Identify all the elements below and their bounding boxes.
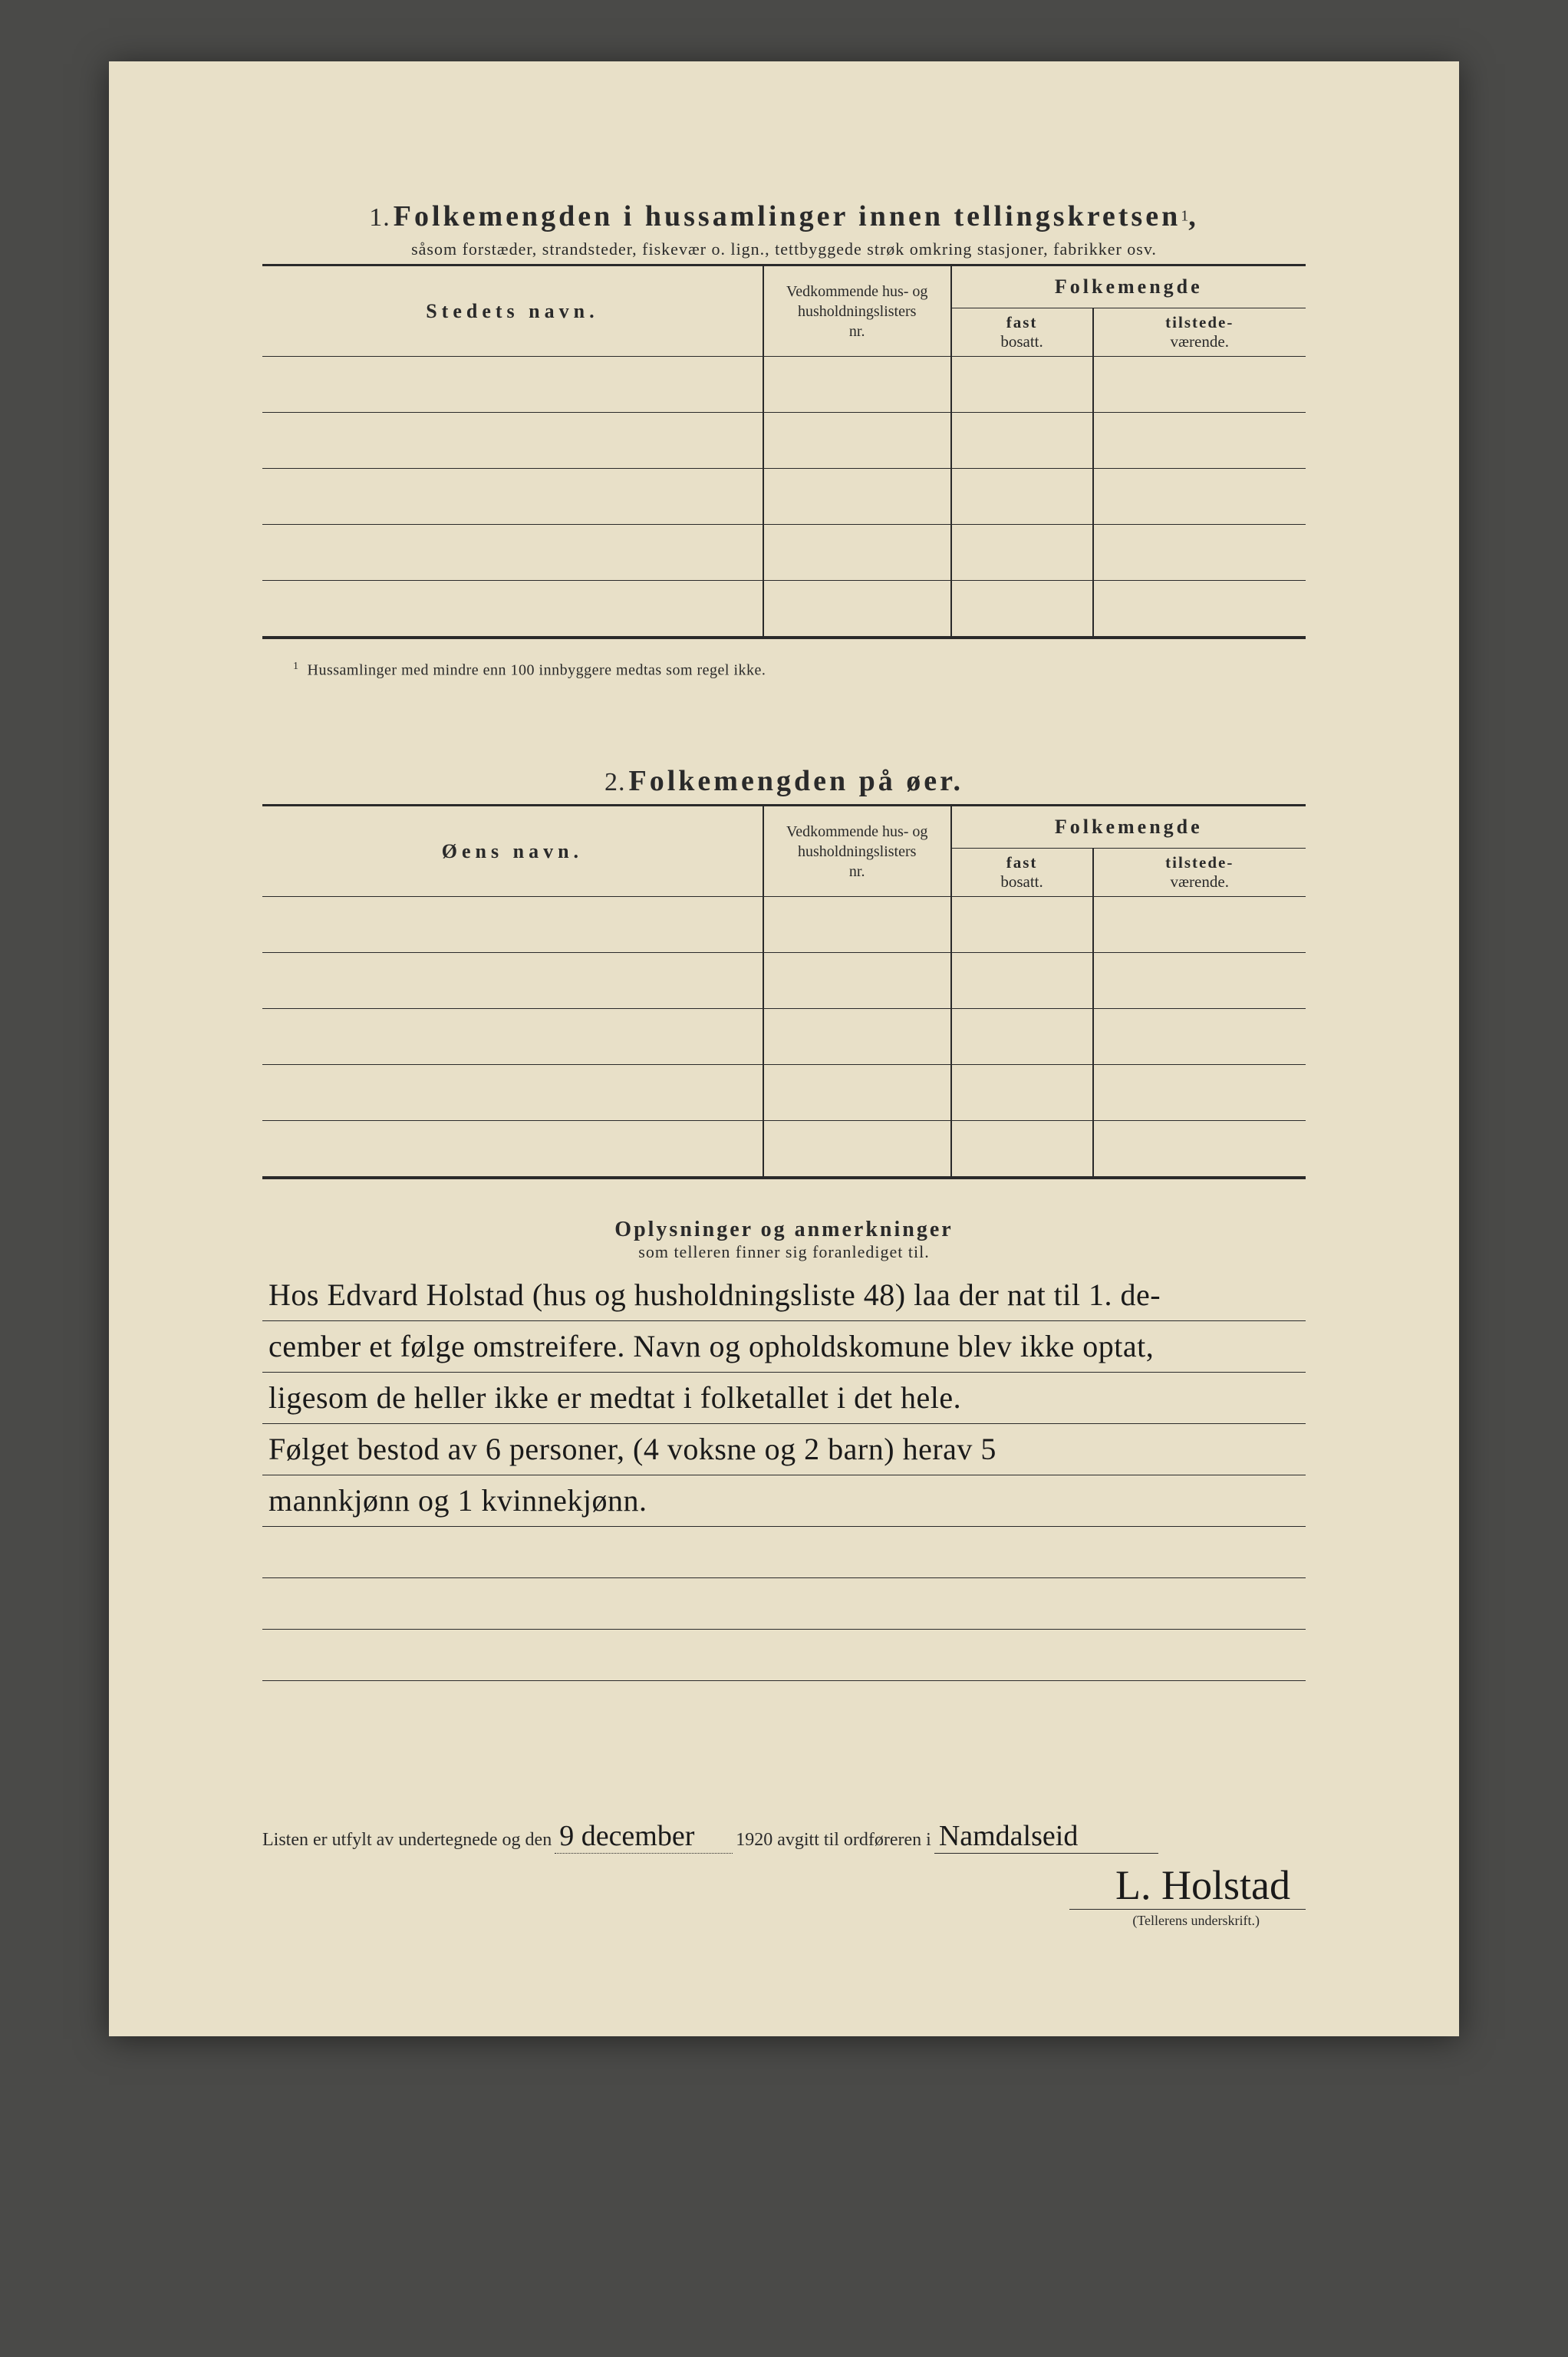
notes-line: cember et følge omstreifere. Navn og oph… xyxy=(262,1321,1306,1373)
notes-line: Følget bestod av 6 personer, (4 voksne o… xyxy=(262,1424,1306,1475)
section1-footnote: 1 Hussamlinger med mindre enn 100 innbyg… xyxy=(293,661,1306,680)
section2-heading: Folkemengden på øer. xyxy=(629,765,964,797)
footer: Listen er utfylt av undertegnede og den … xyxy=(262,1819,1306,1929)
table-row xyxy=(262,1121,1306,1177)
col-fast-bosatt2: fast bosatt. xyxy=(951,849,1093,897)
table-row xyxy=(262,897,1306,953)
handwritten-text: mannkjønn og 1 kvinnekjønn. xyxy=(262,1475,1306,1526)
handwritten-date: 9 december xyxy=(559,1820,694,1852)
table-row xyxy=(262,357,1306,413)
date-fill: 9 december xyxy=(555,1819,733,1854)
table-row xyxy=(262,413,1306,469)
handwritten-place: Namdalseid xyxy=(939,1820,1079,1852)
col-husholdning: Vedkommende hus- og husholdningslisters … xyxy=(763,266,951,357)
notes-area: Hos Edvard Holstad (hus og husholdningsl… xyxy=(262,1270,1306,1681)
section1-subtitle: såsom forstæder, strandsteder, fiskevær … xyxy=(262,239,1306,259)
signature-label: (Tellerens underskrift.) xyxy=(262,1913,1306,1929)
section1-number: 1. xyxy=(369,203,390,232)
signature: L. Holstad xyxy=(1069,1861,1306,1910)
place-fill: Namdalseid xyxy=(934,1819,1158,1854)
census-form-page: 1. Folkemengden i hussamlinger innen tel… xyxy=(109,61,1459,2036)
section2-table: Øens navn. Vedkommende hus- og husholdni… xyxy=(262,806,1306,1177)
section2-rule-bottom xyxy=(262,1177,1306,1179)
handwritten-text: ligesom de heller ikke er medtat i folke… xyxy=(262,1373,1306,1423)
signature-block: L. Holstad xyxy=(262,1861,1306,1910)
notes-title: Oplysninger og anmerkninger xyxy=(262,1218,1306,1242)
section1-title: 1. Folkemengden i hussamlinger innen tel… xyxy=(262,199,1306,233)
col-tilstede: tilstede- værende. xyxy=(1093,308,1306,357)
handwritten-text: Hos Edvard Holstad (hus og husholdningsl… xyxy=(262,1270,1306,1320)
col-folkemengde: Folkemengde xyxy=(951,266,1306,308)
footer-mid: avgitt til ordføreren i xyxy=(777,1830,931,1851)
footer-pre: Listen er utfylt av undertegnede og den xyxy=(262,1830,552,1851)
section2-number: 2. xyxy=(604,768,626,796)
section1-heading: Folkemengden i hussamlinger innen tellin… xyxy=(394,200,1181,232)
section1-rule-bottom xyxy=(262,637,1306,639)
col-fast-bosatt: fast bosatt. xyxy=(951,308,1093,357)
notes-subtitle: som telleren finner sig foranlediget til… xyxy=(262,1242,1306,1262)
col-oens-navn: Øens navn. xyxy=(262,806,763,897)
table-row xyxy=(262,1009,1306,1065)
table-row xyxy=(262,581,1306,637)
table-row xyxy=(262,469,1306,525)
table-row xyxy=(262,1065,1306,1121)
notes-line: mannkjønn og 1 kvinnekjønn. xyxy=(262,1475,1306,1527)
table-row xyxy=(262,953,1306,1009)
notes-line xyxy=(262,1578,1306,1630)
col-stedets-navn: Stedets navn. xyxy=(262,266,763,357)
notes-line: ligesom de heller ikke er medtat i folke… xyxy=(262,1373,1306,1424)
notes-line xyxy=(262,1630,1306,1681)
section2-title: 2. Folkemengden på øer. xyxy=(262,764,1306,798)
section1-table: Stedets navn. Vedkommende hus- og hushol… xyxy=(262,266,1306,637)
col-tilstede2: tilstede- værende. xyxy=(1093,849,1306,897)
notes-line: Hos Edvard Holstad (hus og husholdningsl… xyxy=(262,1270,1306,1321)
handwritten-text: Følget bestod av 6 personer, (4 voksne o… xyxy=(262,1424,1306,1475)
col-husholdning2: Vedkommende hus- og husholdningslisters … xyxy=(763,806,951,897)
handwritten-text: cember et følge omstreifere. Navn og oph… xyxy=(262,1321,1306,1372)
footer-year: 1920 xyxy=(736,1830,772,1851)
col-folkemengde2: Folkemengde xyxy=(951,806,1306,849)
section1-sup: 1 xyxy=(1181,208,1188,225)
table-row xyxy=(262,525,1306,581)
notes-line xyxy=(262,1527,1306,1578)
